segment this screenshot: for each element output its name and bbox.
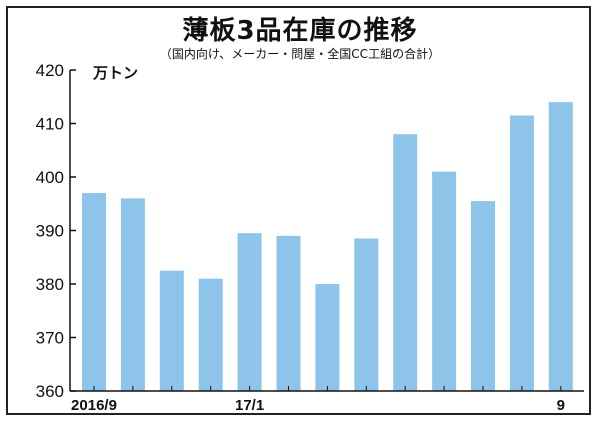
bar-5 bbox=[276, 235, 301, 391]
bar-8 bbox=[393, 134, 418, 391]
chart-subtitle: （国内向け、メーカー・問屋・全国CC工組の合計） bbox=[159, 47, 441, 61]
chart-title: 薄板3品在庫の推移 bbox=[182, 16, 418, 46]
x-tick-label: 17/1 bbox=[235, 397, 264, 414]
bar-9 bbox=[432, 171, 457, 391]
bar-6 bbox=[315, 284, 340, 391]
x-ticks-group: 2016/9 17/1 9 bbox=[71, 386, 565, 414]
bar-0 bbox=[82, 193, 106, 391]
bar-11 bbox=[509, 115, 534, 391]
y-ticks-group: 360 370 380 390 400 410 420 bbox=[36, 61, 76, 401]
bar-7 bbox=[354, 238, 379, 391]
bar-10 bbox=[471, 201, 495, 391]
y-tick-label: 420 bbox=[36, 61, 64, 80]
bar-12 bbox=[548, 102, 573, 391]
x-tick-label: 9 bbox=[557, 397, 565, 414]
y-tick-label: 410 bbox=[36, 115, 64, 134]
y-tick-label: 380 bbox=[36, 275, 64, 294]
bar-1 bbox=[120, 198, 145, 391]
y-tick-label: 360 bbox=[36, 382, 64, 401]
bars-group bbox=[82, 102, 573, 391]
bar-2 bbox=[159, 270, 184, 391]
y-unit-label: 万トン bbox=[93, 64, 139, 82]
bar-3 bbox=[198, 278, 223, 391]
y-tick-label: 390 bbox=[36, 222, 64, 241]
bar-4 bbox=[237, 233, 262, 391]
x-tick-label: 2016/9 bbox=[71, 397, 117, 414]
y-tick-label: 370 bbox=[36, 329, 64, 348]
y-tick-label: 400 bbox=[36, 168, 64, 187]
